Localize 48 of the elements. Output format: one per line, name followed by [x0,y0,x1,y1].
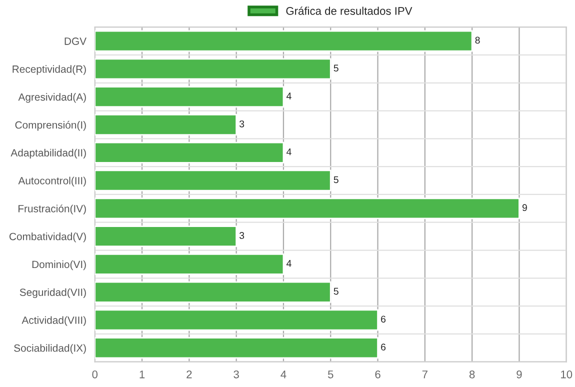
data-label: 4 [286,92,292,100]
x-tick-label: 2 [186,370,192,378]
x-tick-label: 10 [561,370,572,378]
data-label: 5 [334,176,338,184]
data-label: 5 [334,288,338,295]
y-tick-label: DGV [64,38,86,45]
x-tick-label: 6 [375,370,380,378]
data-label: 3 [239,232,244,239]
bar [94,142,284,164]
bar [94,226,238,248]
y-tick-label: Agresividad(A) [18,93,86,103]
data-label: 5 [334,64,338,72]
y-tick-label: Receptividad(R) [12,65,86,75]
y-tick-label: Seguridad(VII) [20,288,86,298]
y-tick-label: Dominio(VI) [32,260,86,270]
data-label: 3 [239,120,244,128]
y-tick-label: Autocontrol(III) [18,176,86,186]
x-tick-label: 4 [280,370,286,378]
x-tick-label: 8 [469,370,475,378]
data-label: 8 [475,36,480,44]
data-label: 4 [286,260,292,267]
x-tick-label: 1 [140,370,145,378]
data-label: 9 [522,204,527,212]
x-tick-label: 5 [328,370,334,378]
x-tick-label: 0 [92,370,98,378]
bar [94,170,332,192]
bar [94,337,378,359]
bar [94,114,238,136]
bar [94,58,332,80]
y-tick-label: Adaptabilidad(II) [10,148,86,159]
y-tick-label: Combatividad(V) [10,232,86,242]
x-tick-label: 9 [516,370,522,378]
bar [94,30,473,52]
bar [94,198,520,220]
bar [94,86,284,108]
bar [94,281,332,303]
data-label: 6 [381,316,386,323]
data-label: 4 [286,148,292,156]
y-tick-label: Sociabilidad(IX) [14,344,86,354]
y-tick-label: Frustración(IV) [18,204,86,214]
y-tick-label: Comprensión(I) [15,120,86,131]
x-tick-label: 3 [234,370,239,378]
bar [94,253,284,275]
legend-label: Gráfica de resultados IPV [286,6,412,15]
x-tick-label: 7 [422,370,428,378]
data-label: 6 [381,344,386,351]
bar [94,309,378,331]
y-tick-label: Actividad(VIII) [22,316,86,326]
